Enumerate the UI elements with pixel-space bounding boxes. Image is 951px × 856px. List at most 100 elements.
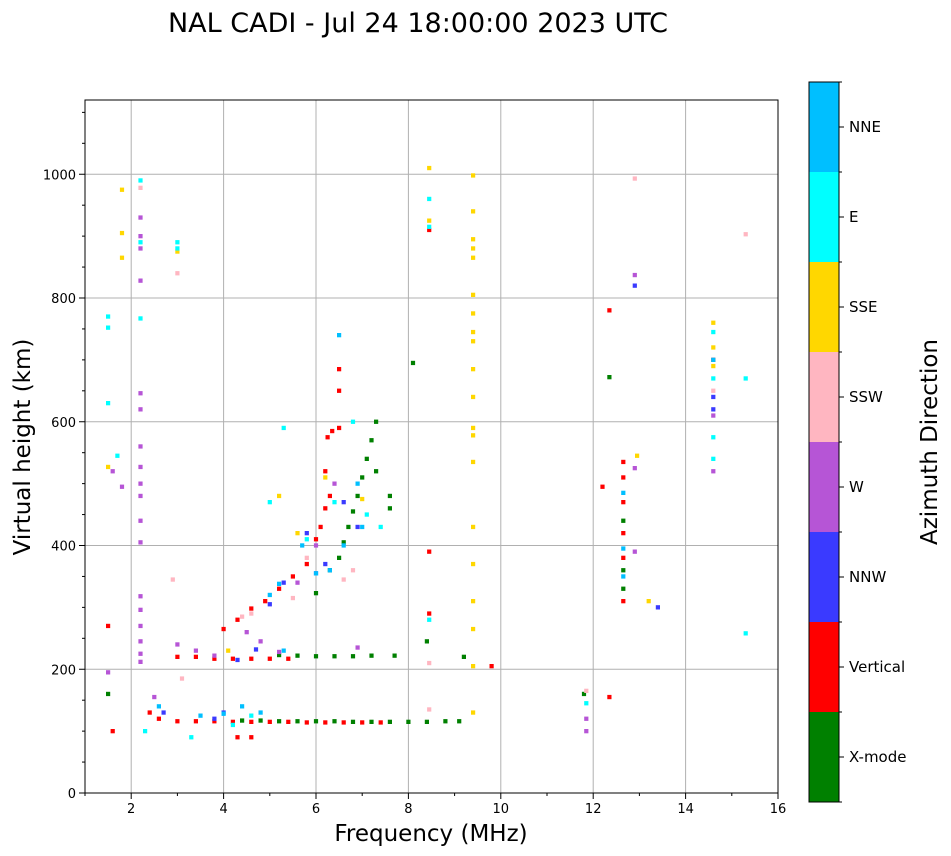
data-point	[327, 568, 332, 573]
data-point	[424, 719, 429, 724]
data-point	[138, 518, 143, 523]
data-point	[374, 419, 379, 424]
data-point	[313, 591, 319, 596]
data-point	[304, 561, 309, 567]
data-point	[711, 469, 716, 474]
data-point	[711, 345, 716, 350]
data-point	[286, 719, 291, 724]
x-axis-label: Frequency (MHz)	[334, 821, 527, 847]
x-tick-label: 4	[219, 802, 227, 817]
data-point	[360, 496, 365, 502]
data-point	[106, 464, 111, 470]
data-point	[138, 481, 143, 486]
colorbar-segment	[809, 262, 839, 352]
data-point	[584, 688, 589, 693]
data-point	[295, 531, 300, 536]
data-point	[711, 388, 716, 393]
data-point	[341, 577, 346, 582]
data-point	[249, 735, 254, 740]
data-point	[743, 376, 748, 381]
data-point	[410, 360, 416, 366]
data-point	[332, 500, 337, 505]
colorbar-segment	[809, 712, 839, 802]
data-point	[175, 642, 180, 647]
data-point	[138, 316, 143, 321]
data-point	[600, 484, 605, 489]
data-point	[110, 469, 115, 474]
data-point	[175, 240, 180, 245]
data-point	[711, 320, 716, 325]
y-tick-label: 200	[51, 663, 76, 678]
data-point	[427, 218, 432, 223]
data-point	[212, 716, 217, 721]
data-point	[212, 653, 217, 658]
data-point	[138, 623, 143, 629]
data-point	[277, 719, 282, 724]
data-point	[323, 720, 328, 725]
data-point	[427, 549, 432, 554]
data-point	[230, 719, 235, 724]
data-point	[156, 704, 161, 709]
data-point	[632, 549, 637, 554]
data-point	[350, 419, 356, 424]
data-point	[332, 481, 337, 486]
data-point	[193, 654, 198, 659]
data-point	[212, 719, 217, 724]
data-point	[281, 648, 286, 653]
data-point	[711, 363, 716, 369]
data-point	[258, 718, 263, 723]
data-point	[230, 656, 235, 661]
data-point	[147, 710, 152, 715]
data-point	[267, 592, 272, 598]
data-point	[313, 543, 319, 548]
data-point	[193, 719, 198, 724]
data-point	[471, 394, 476, 400]
data-point	[711, 376, 716, 381]
data-point	[323, 469, 328, 474]
data-point	[646, 599, 651, 604]
data-point	[235, 657, 240, 663]
y-tick-label: 800	[51, 292, 76, 307]
data-point	[341, 543, 346, 548]
data-point	[226, 648, 231, 653]
data-point	[277, 652, 282, 658]
data-point	[332, 719, 337, 724]
data-point	[138, 594, 143, 599]
data-point	[584, 716, 589, 721]
data-point	[337, 388, 342, 393]
data-point	[258, 710, 263, 715]
data-point	[267, 656, 272, 661]
data-point	[106, 401, 111, 406]
data-point	[621, 574, 626, 579]
colorbar-tick-label: W	[849, 478, 864, 496]
data-point	[212, 656, 217, 661]
data-point	[170, 577, 175, 582]
data-point	[230, 722, 235, 728]
data-point	[119, 255, 125, 260]
colorbar-segment	[809, 172, 839, 262]
data-point	[427, 611, 432, 616]
data-point	[471, 237, 476, 242]
colorbar: X-mode Vertical NNW W SSW SSE E NNE	[808, 81, 906, 803]
data-point	[290, 574, 295, 579]
data-point	[221, 626, 226, 632]
data-points	[106, 165, 748, 740]
data-point	[711, 357, 716, 362]
data-point	[235, 617, 240, 622]
data-point	[406, 719, 411, 724]
y-axis-label: Virtual height (km)	[10, 339, 36, 556]
data-point	[364, 456, 369, 461]
data-point	[304, 531, 309, 536]
data-point	[369, 719, 374, 724]
data-point	[471, 339, 476, 344]
data-point	[711, 407, 716, 412]
data-point	[632, 176, 637, 181]
data-point	[106, 325, 111, 330]
data-point	[461, 654, 466, 659]
data-point	[621, 531, 626, 536]
data-point	[138, 639, 143, 644]
data-point	[337, 333, 342, 338]
data-point	[621, 500, 626, 505]
data-point	[281, 580, 286, 585]
data-point	[193, 648, 198, 653]
